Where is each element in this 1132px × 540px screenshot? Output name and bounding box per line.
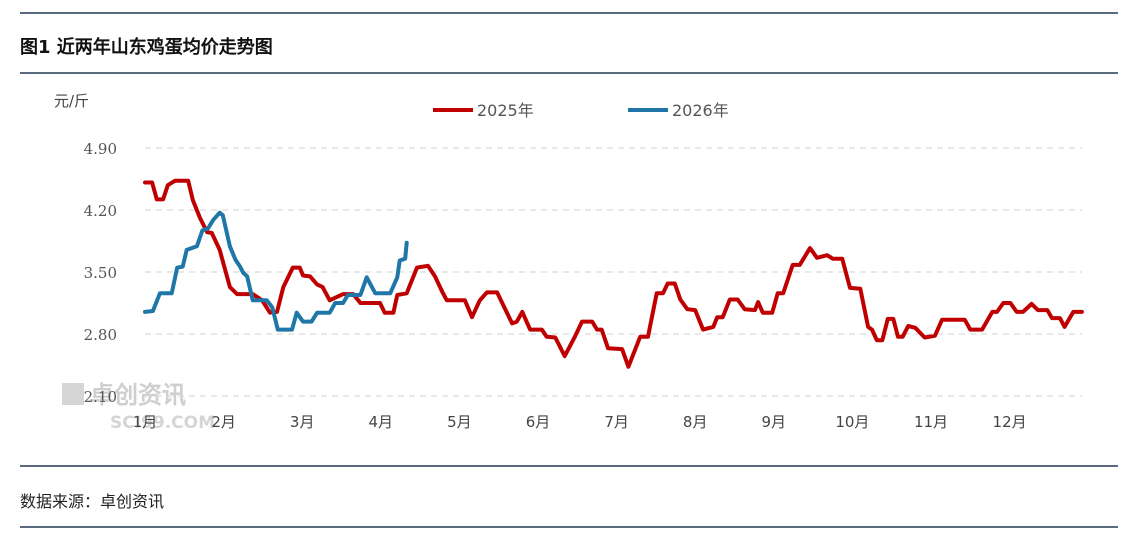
x-tick-label: 8月 [683,413,708,431]
series-line-2025年 [143,178,1084,369]
x-tick-label: 6月 [526,413,551,431]
y-tick-label: 4.20 [84,202,117,220]
x-tick-label: 5月 [447,413,472,431]
watermark-logo: 卓创资讯 SCI99.COM [62,381,215,433]
chart-title: 图1 近两年山东鸡蛋均价走势图 [20,37,273,58]
x-tick-label: 4月 [369,413,394,431]
footer-rule [20,526,1118,528]
watermark-icon [62,383,84,405]
x-tick-label: 3月 [290,413,315,431]
x-tick-label: 9月 [762,413,787,431]
legend-label-2026: 2026年 [672,101,729,120]
top-rule [20,12,1118,14]
x-tick-label: 2月 [211,413,236,431]
x-tick-label: 1月 [133,413,158,431]
y-axis-unit: 元/斤 [54,92,89,110]
legend-label-2025: 2025年 [477,101,534,120]
title-rule [20,72,1118,74]
bottom-rule [20,465,1118,467]
x-tick-label: 12月 [993,413,1027,431]
x-tick-label: 7月 [604,413,629,431]
y-tick-label: 2.80 [84,326,117,344]
y-tick-label: 3.50 [84,264,117,282]
data-source: 数据来源：卓创资讯 [20,492,165,511]
x-tick-label: 11月 [914,413,948,431]
y-tick-label: 4.90 [84,140,117,158]
series-line-2026年 [143,210,409,332]
watermark-text: 卓创资讯 [90,381,186,409]
x-tick-label: 10月 [835,413,869,431]
y-tick-label: 2.10 [84,388,117,406]
watermark-sub: SCI99.COM [110,413,215,433]
